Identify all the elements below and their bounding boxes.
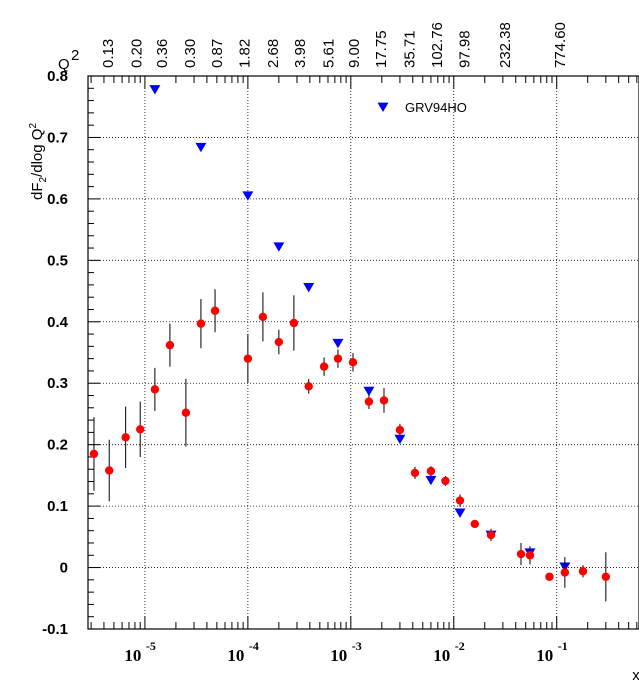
grv-marker [454,508,466,518]
x-axis-title: x [632,667,639,684]
x-tick-label: 10 [433,646,450,665]
top-axis-title: Q [58,56,70,73]
data-point [165,340,175,350]
grv-marker [242,191,254,201]
data-point [258,312,268,322]
q2-label: 0.20 [129,39,146,68]
y-tick-label: 0.3 [47,375,68,392]
y-axis-title: dF2/dlog Q2 [28,123,49,200]
data-point [578,567,588,576]
x-tick-label-exponent: -5 [146,639,156,653]
data-point [441,476,450,486]
q2-label: 5.61 [320,39,337,68]
x-tick-label-exponent: -3 [352,639,362,653]
data-point [426,466,436,476]
data-point [319,362,329,371]
data-point [105,466,114,475]
q2-label: 17.75 [373,30,390,68]
data-point [196,319,206,328]
data-point [348,358,358,367]
x-tick-label: 10 [227,646,244,665]
grv-marker [195,142,207,153]
data-point [486,530,496,540]
q2-label: 0.30 [182,39,199,68]
x-tick-label: 10 [124,646,141,665]
data-point [470,519,479,529]
grv-marker [332,338,344,349]
x-tick-label-exponent: -2 [455,639,465,653]
data-point [89,449,99,459]
grv-marker [363,386,375,397]
q2-label: 2.68 [265,39,282,68]
q2-label: 3.98 [292,39,309,68]
q2-label: 0.36 [154,39,171,68]
q2-label: 1.82 [237,39,254,68]
data-point [136,425,145,434]
data-point [516,549,526,559]
grv-marker [394,434,406,445]
q2-label: 0.13 [100,39,117,68]
data-point [274,337,284,347]
q2-label: 35.71 [401,30,418,68]
x-tick-label: 10 [330,646,347,665]
grv-marker [425,475,437,486]
data-point [395,425,405,435]
legend-label: GRV94HO [405,100,467,115]
data-point [525,551,535,560]
data-point [379,396,389,405]
y-tick-label: 0.1 [47,498,68,515]
q2-label: 102.76 [429,22,446,68]
y-tick-label: -0.1 [42,621,68,638]
data-point [410,468,420,478]
data-point [560,568,570,577]
data-point [210,306,220,315]
y-tick-label: 0.2 [47,437,68,454]
data-point [243,354,253,363]
data-point [181,408,191,417]
q2-label: 0.87 [209,39,226,68]
data-point [333,354,343,363]
x-tick-label-exponent: -1 [558,639,568,653]
legend-marker [377,102,389,112]
plot-frame [87,75,639,630]
data-point [601,572,611,581]
data-point [455,496,465,505]
grv-marker [149,85,161,95]
y-tick-label: 0.4 [47,314,69,331]
q2-label: 97.98 [456,30,473,68]
top-axis-title-sup: 2 [71,47,79,64]
data-point [304,382,313,391]
q2-label: 774.60 [552,22,569,68]
x-tick-label-exponent: -4 [249,639,259,653]
data-point [289,318,299,328]
data-point [150,385,160,394]
q2-label: 9.00 [346,39,363,68]
y-tick-label: 0.5 [47,252,68,269]
q2-label: 232.38 [497,22,514,68]
grv-marker [273,242,285,252]
y-tick-label: 0 [60,560,68,577]
data-point [364,397,374,406]
grv-marker [303,282,315,293]
data-point [545,572,554,581]
y-tick-label: 0.7 [47,129,68,146]
data-point [121,433,130,442]
y-tick-label: 0.6 [47,191,68,208]
x-tick-label: 10 [536,646,553,665]
y-tick-label: 0.8 [47,68,68,85]
